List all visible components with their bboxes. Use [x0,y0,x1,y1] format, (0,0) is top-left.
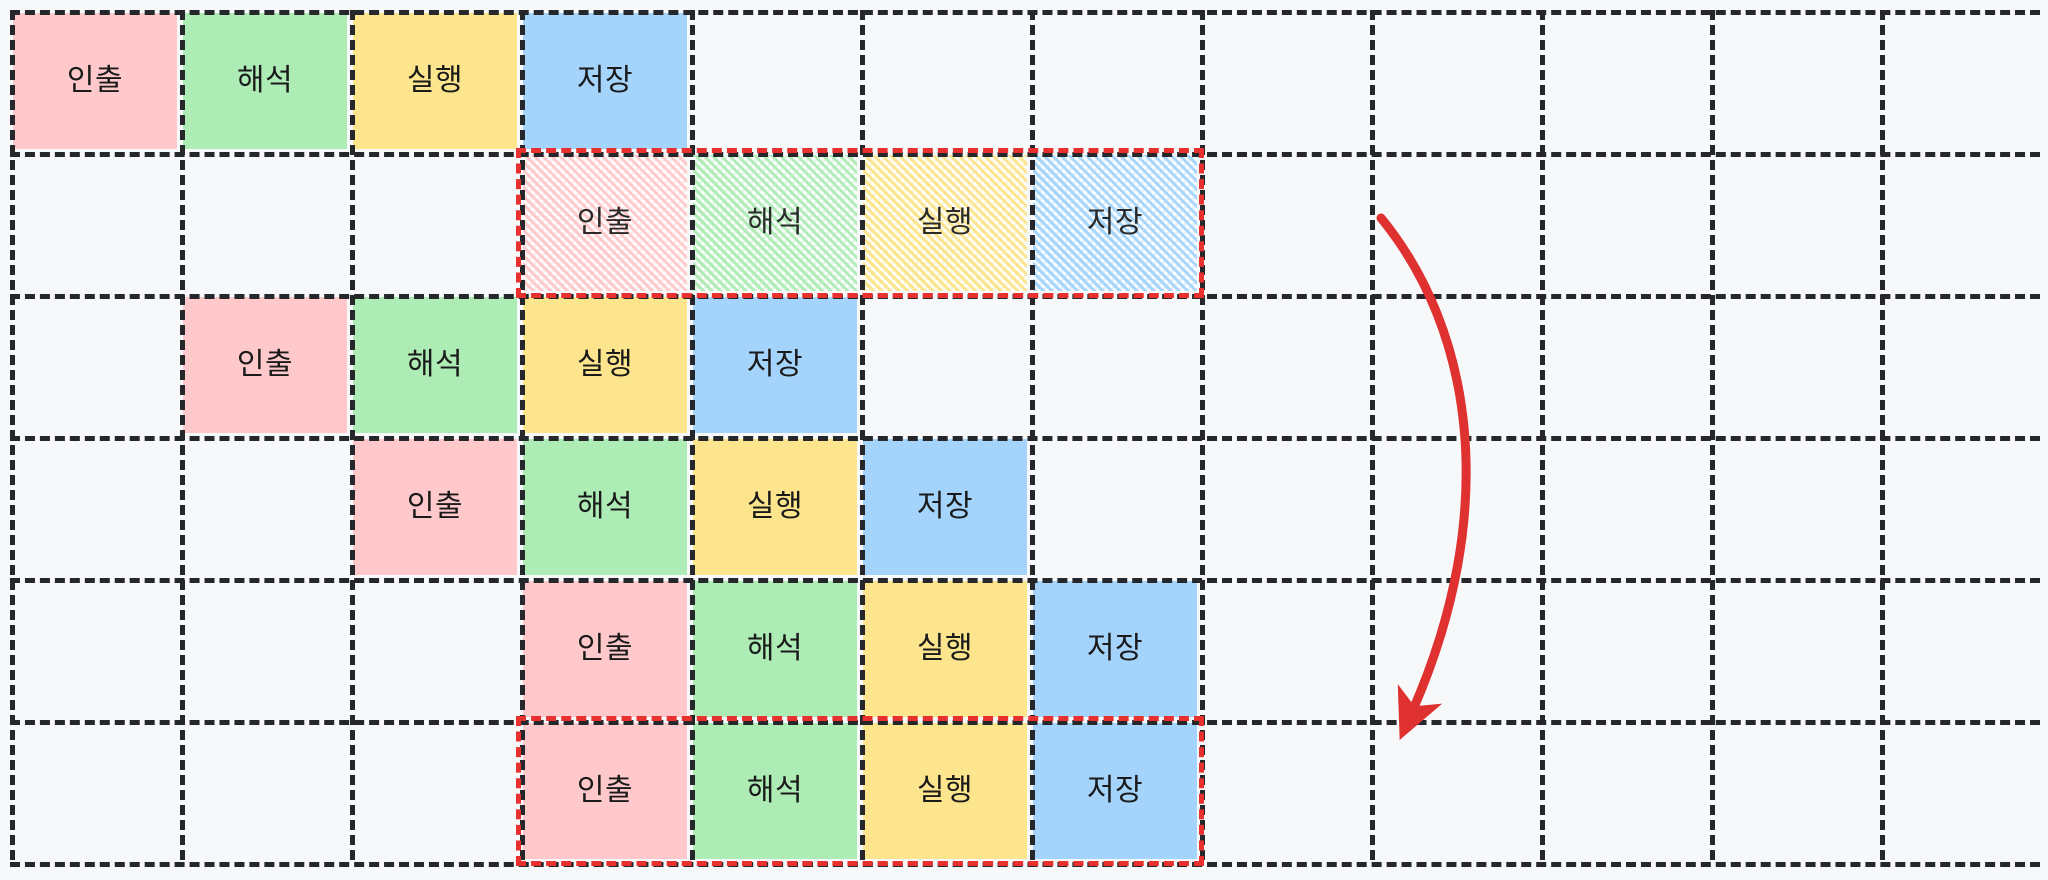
stage-cell[interactable]: 인출 [523,723,687,859]
stage-cell-label: 실행 [746,489,804,524]
stage-cell[interactable]: 실행 [863,155,1027,291]
stage-cell-label: 실행 [916,205,974,240]
stage-cell-label: 실행 [576,347,634,382]
stage-cell[interactable]: 해석 [693,581,857,717]
stage-cell[interactable]: 해석 [693,723,857,859]
grid-hline-6 [10,862,2040,867]
stage-cell-label: 해석 [576,489,634,524]
stage-cell[interactable]: 인출 [13,13,177,149]
stage-cell[interactable]: 해석 [353,297,517,433]
stage-cell-label: 저장 [746,347,804,382]
stage-cell-label: 실행 [406,63,464,98]
stage-cell[interactable]: 인출 [523,581,687,717]
stage-cell-label: 해석 [746,773,804,808]
stage-cell-label: 저장 [1086,205,1144,240]
stage-cell-label: 저장 [916,489,974,524]
stage-cell[interactable]: 실행 [693,439,857,575]
stage-cell[interactable]: 실행 [353,13,517,149]
stage-cell-label: 저장 [1086,631,1144,666]
move-arrow-curve [1376,213,1471,741]
stage-cell-label: 인출 [406,489,464,524]
stage-cell[interactable]: 해석 [693,155,857,291]
stage-cell[interactable]: 실행 [523,297,687,433]
stage-cell-label: 해석 [236,63,294,98]
stage-cell[interactable]: 해석 [183,13,347,149]
stage-cell[interactable]: 실행 [863,581,1027,717]
stage-cell-label: 인출 [576,773,634,808]
grid-vline-11 [1880,10,1885,860]
hatch-pattern [693,155,857,291]
stage-cell[interactable]: 저장 [863,439,1027,575]
stage-cell-label: 인출 [236,347,294,382]
stage-cell[interactable]: 저장 [1033,581,1197,717]
grid-vline-10 [1710,10,1715,860]
grid-vline-8 [1370,10,1375,860]
hatch-pattern [523,155,687,291]
stage-cell-label: 해석 [746,631,804,666]
stage-cell[interactable]: 해석 [523,439,687,575]
stage-cell-label: 실행 [916,773,974,808]
stage-cell-label: 해석 [746,205,804,240]
stage-cell-label: 저장 [1086,773,1144,808]
stage-cell[interactable]: 인출 [353,439,517,575]
stage-cell[interactable]: 인출 [523,155,687,291]
stage-cell-label: 실행 [916,631,974,666]
stage-cell-label: 해석 [406,347,464,382]
stage-cell[interactable]: 인출 [183,297,347,433]
stage-cell[interactable]: 저장 [1033,723,1197,859]
grid-vline-7 [1200,10,1205,860]
stage-cell[interactable]: 저장 [1033,155,1197,291]
hatch-pattern [863,155,1027,291]
stage-cell-label: 인출 [66,63,124,98]
stage-cell[interactable]: 저장 [523,13,687,149]
stage-cell[interactable]: 저장 [693,297,857,433]
stage-cell[interactable]: 실행 [863,723,1027,859]
stage-cell-label: 저장 [576,63,634,98]
hatch-pattern [1033,155,1197,291]
stage-cell-label: 인출 [576,631,634,666]
grid-vline-9 [1540,10,1545,860]
stage-cell-label: 인출 [576,205,634,240]
